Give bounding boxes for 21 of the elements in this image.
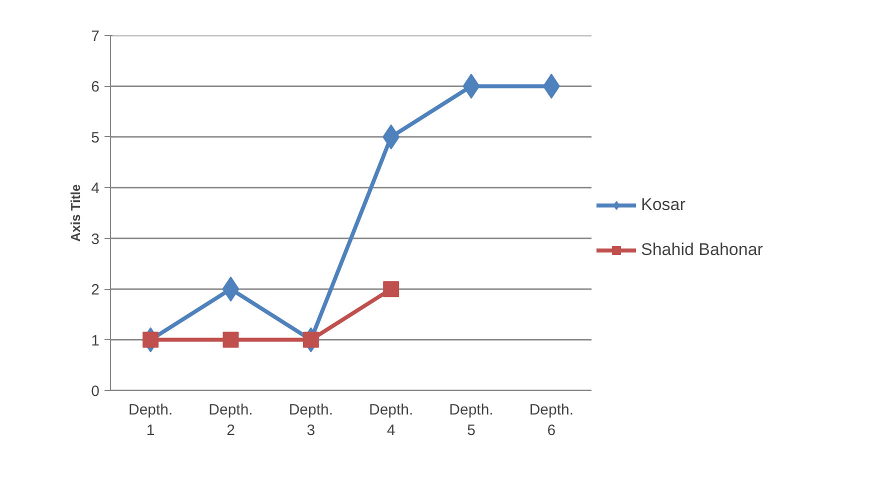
y-tick-label: 2 xyxy=(91,282,100,299)
y-axis-title: Axis Title xyxy=(68,184,84,242)
x-tick-label: Depth. 2 xyxy=(208,402,253,439)
point xyxy=(222,332,239,348)
point xyxy=(142,332,159,348)
x-tick-label: Depth. 4 xyxy=(368,402,414,439)
legend-label: Shahid Bahonar xyxy=(641,240,763,260)
y-tick-label: 5 xyxy=(91,129,100,146)
point xyxy=(302,332,319,348)
y-tick-label: 7 xyxy=(91,28,100,45)
x-tick-label: Depth. 5 xyxy=(449,402,494,439)
point xyxy=(383,281,400,298)
y-tick-label: 0 xyxy=(91,383,100,400)
x-tick-label: Depth. 3 xyxy=(288,402,334,439)
legend-label: Kosar xyxy=(641,195,686,215)
y-tick-label: 1 xyxy=(91,332,100,350)
y-tick-label: 4 xyxy=(91,180,100,198)
y-tick-label: 3 xyxy=(91,230,100,248)
x-tick-label: Depth. 1 xyxy=(128,402,173,439)
y-tick-label: 6 xyxy=(91,78,100,96)
x-tick-label: Depth. 6 xyxy=(529,402,574,439)
